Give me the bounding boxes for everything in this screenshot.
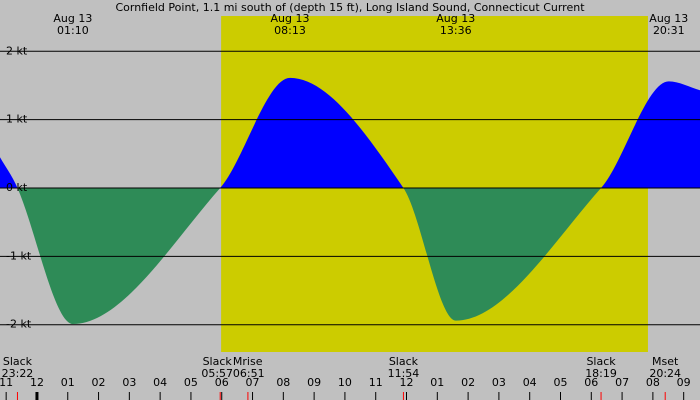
event-label: Slack	[586, 355, 616, 368]
y-tick-label: -2 kt	[6, 318, 32, 331]
event-label: Mrise	[233, 355, 263, 368]
x-tick-label: 10	[338, 376, 352, 389]
x-tick-label: 03	[122, 376, 136, 389]
y-tick-label: 1 kt	[6, 113, 28, 126]
event-time: 11:54	[388, 367, 420, 380]
x-tick-label: 04	[153, 376, 167, 389]
event-time: 18:19	[585, 367, 617, 380]
event-time: 05:57	[201, 367, 233, 380]
event-label: Slack	[389, 355, 419, 368]
x-tick-label: 02	[461, 376, 475, 389]
event-time: 13:36	[440, 24, 472, 37]
event-label: Slack	[3, 355, 33, 368]
event-time: 20:24	[649, 367, 681, 380]
x-tick-label: 12	[30, 376, 44, 389]
y-tick-label: -1 kt	[6, 249, 32, 262]
event-date: Aug 13	[649, 12, 688, 25]
y-tick-label: 0 kt	[6, 181, 28, 194]
chart-title: Cornfield Point, 1.1 mi south of (depth …	[115, 1, 585, 14]
x-tick-label: 04	[523, 376, 537, 389]
event-time: 08:13	[274, 24, 306, 37]
x-tick-label: 01	[430, 376, 444, 389]
x-tick-label: 07	[615, 376, 629, 389]
flood-area	[601, 81, 700, 188]
event-time: 01:10	[57, 24, 89, 37]
x-tick-label: 11	[0, 376, 13, 389]
event-time: 06:51	[233, 367, 265, 380]
event-date: Aug 13	[436, 12, 475, 25]
event-date: Aug 13	[271, 12, 310, 25]
x-tick-label: 12	[400, 376, 414, 389]
event-label: Mset	[652, 355, 679, 368]
flood-area	[220, 77, 404, 188]
event-date: Aug 13	[53, 12, 92, 25]
x-tick-label: 08	[276, 376, 290, 389]
x-tick-label: 08	[646, 376, 660, 389]
y-tick-label: 2 kt	[6, 44, 28, 57]
x-tick-label: 02	[92, 376, 106, 389]
x-tick-label: 01	[61, 376, 75, 389]
flood-area	[0, 157, 18, 188]
ebb-area	[403, 188, 602, 321]
x-tick-label: 05	[184, 376, 198, 389]
x-tick-label: 07	[246, 376, 260, 389]
x-tick-label: 11	[369, 376, 383, 389]
x-tick-label: 05	[553, 376, 567, 389]
x-tick-label: 06	[584, 376, 598, 389]
x-tick-label: 06	[215, 376, 229, 389]
event-time: 23:22	[2, 367, 34, 380]
x-tick-label: 09	[307, 376, 321, 389]
x-tick-label: 09	[677, 376, 691, 389]
event-time: 20:31	[653, 24, 685, 37]
event-label: Slack	[203, 355, 233, 368]
x-tick-label: 03	[492, 376, 506, 389]
